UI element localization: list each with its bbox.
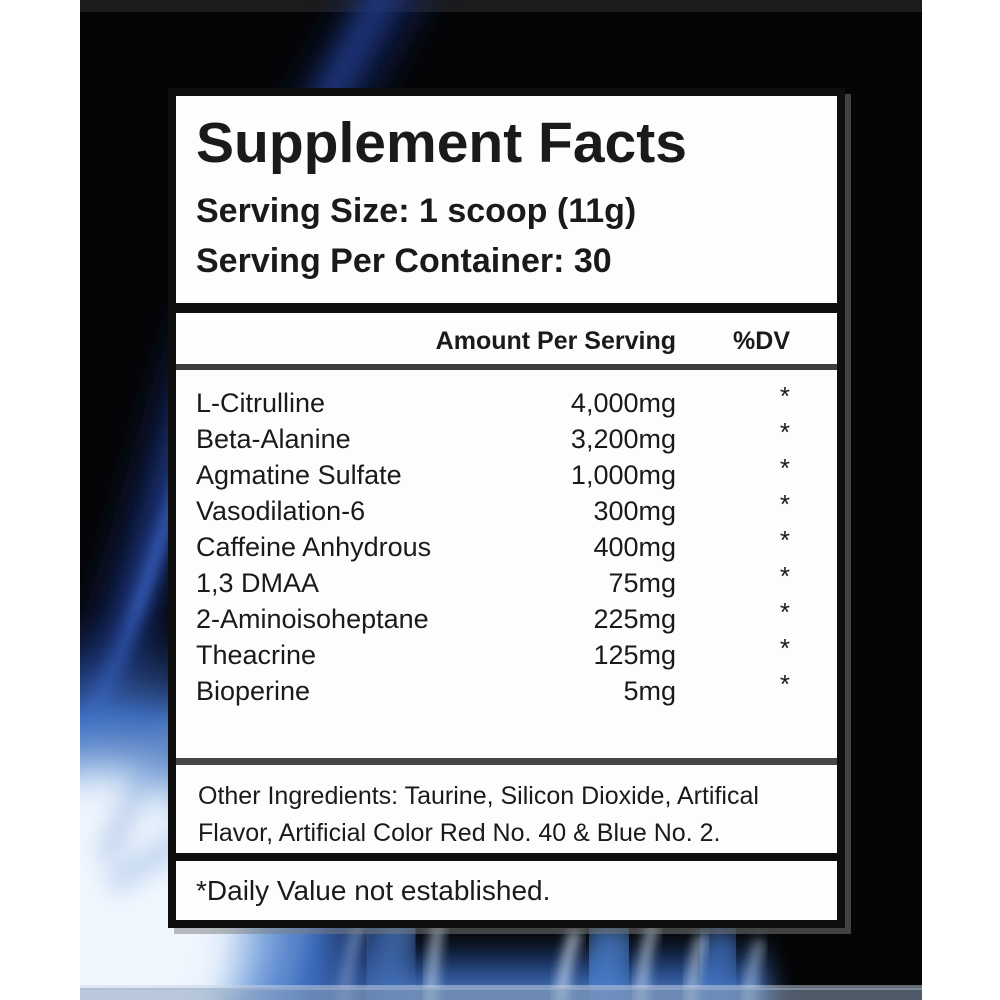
- ingredient-name: L-Citrulline: [196, 388, 326, 418]
- ingredient-dv: *: [779, 417, 790, 447]
- facts-section: Amount Per Serving %DV L-Citrulline 4,00…: [176, 313, 837, 765]
- other-ingredients-line: Flavor, Artificial Color Red No. 40 & Bl…: [198, 819, 721, 847]
- ingredient-amount: 4,000mg: [570, 388, 676, 418]
- ingredient-dv: *: [779, 453, 790, 483]
- ingredient-amount: 400mg: [593, 532, 676, 562]
- header-divider-rule: [176, 364, 837, 370]
- ingredient-dv: *: [779, 633, 790, 663]
- ingredient-dv: *: [779, 489, 790, 519]
- supplement-facts-panel: Supplement Facts Serving Size: 1 scoop (…: [168, 88, 845, 928]
- table-row: Theacrine 125mg *: [196, 633, 790, 676]
- ingredient-name: 2-Aminoisoheptane: [196, 604, 429, 634]
- ingredient-dv: *: [779, 669, 790, 699]
- table-row: Vasodilation-6 300mg *: [196, 489, 790, 532]
- ingredient-name: Theacrine: [196, 640, 317, 670]
- amount-per-serving-header: Amount Per Serving: [435, 327, 676, 355]
- table-row: Beta-Alanine 3,200mg *: [196, 417, 790, 460]
- ingredient-dv: *: [779, 381, 790, 411]
- ingredient-name: 1,3 DMAA: [196, 568, 320, 598]
- ingredient-amount: 5mg: [623, 676, 676, 706]
- title-section: Supplement Facts Serving Size: 1 scoop (…: [176, 96, 837, 313]
- ingredient-name: Caffeine Anhydrous: [196, 532, 432, 562]
- footnote-section: *Daily Value not established.: [176, 861, 837, 920]
- table-row: Bioperine 5mg *: [196, 669, 790, 712]
- ingredient-amount: 225mg: [593, 604, 676, 634]
- ingredient-rows: L-Citrulline 4,000mg * Beta-Alanine 3,20…: [176, 370, 837, 712]
- table-row: L-Citrulline 4,000mg *: [196, 381, 790, 424]
- ingredient-amount: 75mg: [608, 568, 676, 598]
- ingredient-name: Agmatine Sulfate: [196, 460, 402, 490]
- ingredient-amount: 1,000mg: [570, 460, 676, 490]
- other-ingredients-section: Other Ingredients: Taurine, Silicon Diox…: [176, 765, 837, 861]
- panel-title: Supplement Facts: [196, 111, 687, 175]
- ingredient-amount: 3,200mg: [570, 424, 676, 454]
- daily-value-footnote: *Daily Value not established.: [196, 875, 551, 906]
- ingredient-name: Beta-Alanine: [196, 424, 351, 454]
- other-ingredients-line: Other Ingredients: Taurine, Silicon Diox…: [198, 782, 759, 810]
- serving-size: Serving Size: 1 scoop (11g): [196, 191, 637, 230]
- table-row: 2-Aminoisoheptane 225mg *: [196, 597, 790, 640]
- servings-per-container: Serving Per Container: 30: [196, 241, 612, 280]
- ingredient-name: Vasodilation-6: [196, 496, 366, 526]
- table-row: Caffeine Anhydrous 400mg *: [196, 525, 790, 568]
- ingredient-dv: *: [779, 561, 790, 591]
- other-ingredients-text: Other Ingredients: Taurine, Silicon Diox…: [176, 765, 837, 852]
- table-row: 1,3 DMAA 75mg *: [196, 561, 790, 604]
- ingredient-dv: *: [779, 525, 790, 555]
- dv-header: %DV: [733, 327, 790, 355]
- ingredient-name: Bioperine: [196, 676, 311, 706]
- table-row: Agmatine Sulfate 1,000mg *: [196, 453, 790, 496]
- ingredient-amount: 125mg: [593, 640, 676, 670]
- ingredient-amount: 300mg: [593, 496, 676, 526]
- ingredient-dv: *: [779, 597, 790, 627]
- facts-header-row: Amount Per Serving %DV: [176, 313, 837, 364]
